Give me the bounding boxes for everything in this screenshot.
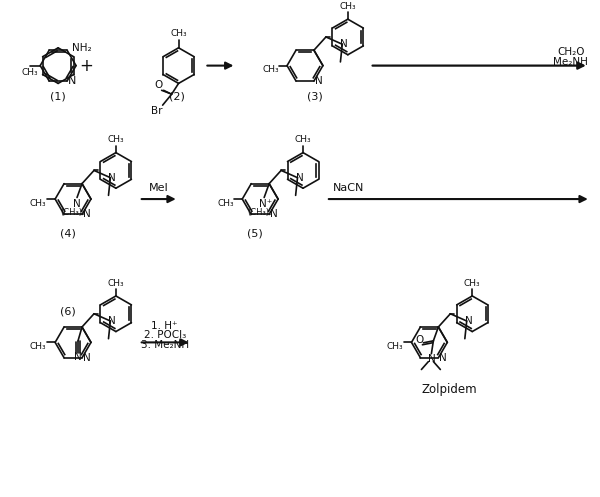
Text: 3. Me₂NH: 3. Me₂NH [140, 340, 189, 350]
Text: (6): (6) [60, 307, 76, 317]
Text: N: N [315, 76, 323, 86]
Text: MeI: MeI [149, 183, 169, 193]
Text: CH₃: CH₃ [217, 198, 233, 208]
Text: NaCN: NaCN [333, 183, 365, 193]
Text: CH₃: CH₃ [295, 135, 311, 144]
Text: N: N [74, 352, 82, 362]
Text: O: O [155, 81, 163, 90]
Text: +: + [79, 57, 93, 75]
Text: N: N [83, 209, 91, 220]
Text: (CH₃)₃: (CH₃)₃ [248, 208, 273, 217]
Text: N: N [439, 353, 447, 363]
Text: CH₃: CH₃ [22, 68, 38, 77]
Text: N: N [68, 76, 76, 86]
Text: CH₃: CH₃ [107, 135, 124, 144]
Text: CH₃: CH₃ [386, 342, 403, 351]
Text: CH₃: CH₃ [107, 279, 124, 288]
Text: CH₃: CH₃ [464, 279, 481, 288]
Text: CH₃: CH₃ [30, 198, 47, 208]
Text: (4): (4) [60, 229, 76, 239]
Text: CH₃: CH₃ [340, 2, 356, 11]
Text: O: O [415, 335, 424, 345]
Text: (1): (1) [50, 91, 66, 101]
Text: CH₂O: CH₂O [557, 47, 584, 57]
Text: N: N [73, 199, 81, 209]
Text: (3): (3) [307, 91, 323, 101]
Text: Zolpidem: Zolpidem [421, 383, 477, 396]
Text: N: N [428, 353, 435, 364]
Text: N: N [465, 316, 473, 326]
Text: (2): (2) [169, 91, 185, 101]
Text: N⁺: N⁺ [259, 199, 272, 209]
Text: CH₃: CH₃ [170, 29, 187, 38]
Text: (CH₃)₂: (CH₃)₂ [61, 208, 86, 217]
Text: N: N [109, 316, 116, 326]
Text: N: N [83, 353, 91, 363]
Text: 1. H⁺: 1. H⁺ [151, 321, 178, 331]
Text: Me₂NH: Me₂NH [553, 57, 588, 67]
Text: (5): (5) [247, 229, 263, 239]
Text: CH₃: CH₃ [263, 65, 280, 74]
Text: NH₂: NH₂ [72, 43, 92, 53]
Text: 2. POCl₃: 2. POCl₃ [143, 331, 186, 340]
Text: N: N [296, 172, 304, 183]
Text: N: N [109, 172, 116, 183]
Text: Br: Br [151, 106, 163, 116]
Text: N: N [270, 209, 278, 220]
Text: CH₃: CH₃ [30, 342, 47, 351]
Text: N: N [340, 39, 348, 49]
